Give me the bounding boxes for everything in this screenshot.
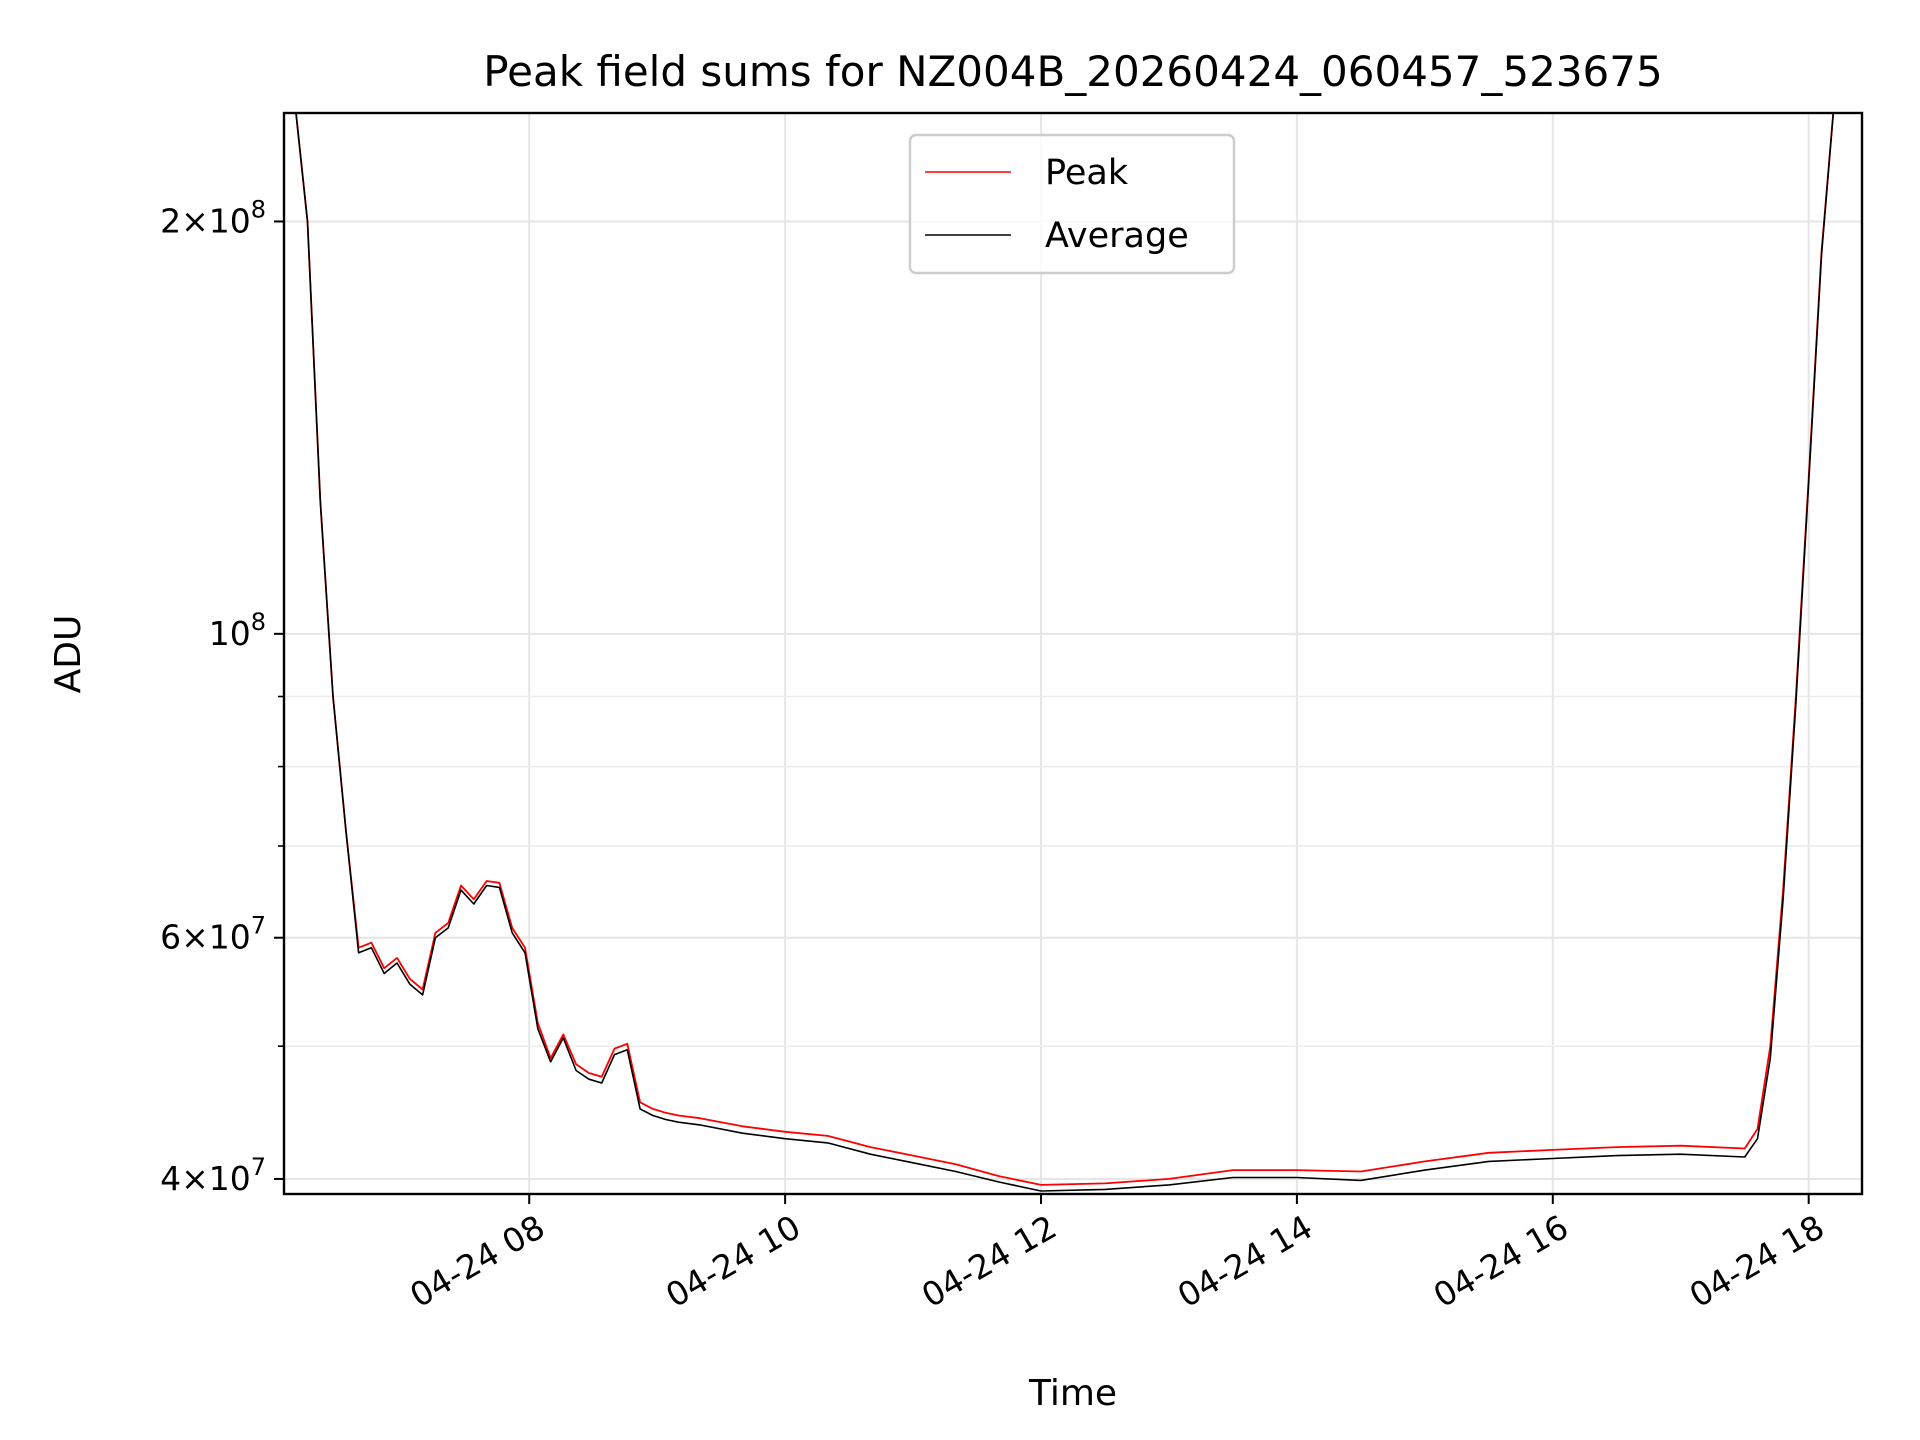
series-line-peak <box>295 113 1835 1186</box>
y-tick-label: 4×107 <box>160 1153 266 1198</box>
plot-frame <box>282 111 1864 1196</box>
y-axis-label: ADU <box>48 615 89 694</box>
series-line-average <box>295 113 1835 1192</box>
legend-label-average: Average <box>1045 216 1189 256</box>
chart-title: Peak field sums for NZ004B_20260424_0604… <box>483 47 1662 96</box>
legend: Peak Average <box>908 133 1236 275</box>
legend-label-peak: Peak <box>1045 153 1129 193</box>
legend-box <box>908 133 1236 275</box>
series-layer <box>295 113 1835 1192</box>
y-tick-label: 6×107 <box>160 912 266 957</box>
y-axis: 4×107 6×107 108 2×108 <box>160 195 284 1198</box>
y-tick-label: 108 <box>209 608 266 653</box>
x-axis-label: Time <box>1028 1373 1117 1414</box>
y-tick-label: 2×108 <box>160 195 266 240</box>
